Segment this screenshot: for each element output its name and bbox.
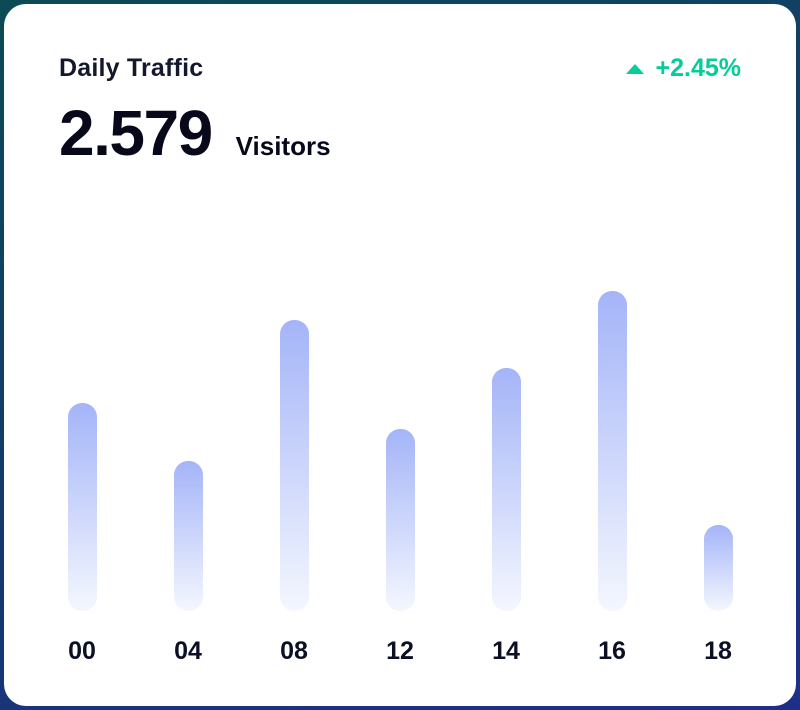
chart-bar-08 <box>279 320 309 611</box>
bar-area <box>67 291 97 611</box>
x-axis-label-18: 18 <box>704 637 732 665</box>
bar-area <box>279 291 309 611</box>
chart-column: 08 <box>271 291 317 666</box>
chart-column: 14 <box>483 291 529 666</box>
chart-column: 18 <box>695 291 741 666</box>
chart-column: 04 <box>165 291 211 666</box>
value-row: 2.579 Visitors <box>59 101 741 165</box>
trend-indicator: +2.45% <box>625 54 742 83</box>
card-title: Daily Traffic <box>59 54 204 82</box>
bar-area <box>491 291 521 611</box>
bar-chart: 00 04 08 12 14 16 18 <box>59 291 741 666</box>
x-axis-label-04: 04 <box>174 637 202 665</box>
chart-bar-18 <box>703 525 733 611</box>
chart-bar-00 <box>67 403 97 611</box>
chart-bar-04 <box>173 461 203 611</box>
x-axis-label-16: 16 <box>598 637 626 665</box>
chart-bar-14 <box>491 368 521 611</box>
chart-column: 12 <box>377 291 423 666</box>
chart-bar-12 <box>385 429 415 611</box>
card-header: Daily Traffic +2.45% <box>59 54 741 83</box>
chart-bar-16 <box>597 291 627 611</box>
x-axis-label-14: 14 <box>492 637 520 665</box>
visitors-value: 2.579 <box>59 97 213 169</box>
visitors-unit-label: Visitors <box>235 131 331 161</box>
x-axis-label-00: 00 <box>68 637 96 665</box>
x-axis-label-08: 08 <box>280 637 308 665</box>
x-axis-label-12: 12 <box>386 637 414 665</box>
bar-area <box>703 291 733 611</box>
chart-column: 00 <box>59 291 105 666</box>
bar-area <box>173 291 203 611</box>
chart-column: 16 <box>589 291 635 666</box>
bar-area <box>597 291 627 611</box>
bar-area <box>385 291 415 611</box>
daily-traffic-card: Daily Traffic +2.45% 2.579 Visitors 00 04… <box>4 4 796 706</box>
triangle-up-icon <box>625 63 644 74</box>
trend-percentage: +2.45% <box>655 54 742 82</box>
